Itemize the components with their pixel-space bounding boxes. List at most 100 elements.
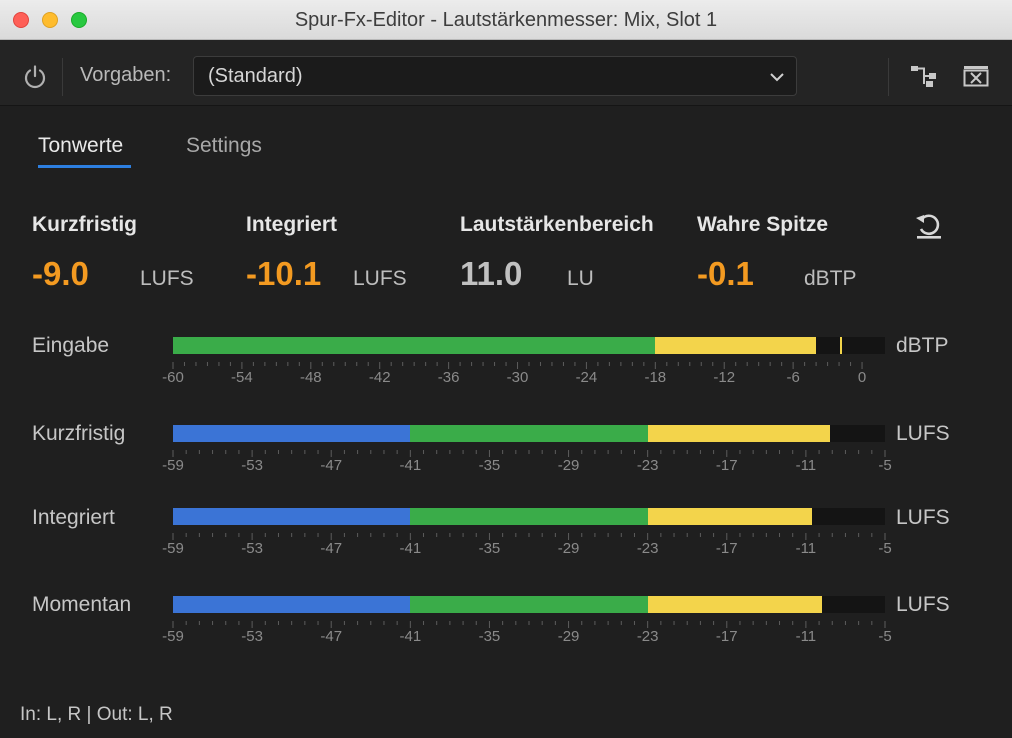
- toolbar-divider: [888, 58, 889, 96]
- meter-segment-green: [410, 508, 648, 525]
- scale-tick-label: -59: [162, 628, 184, 645]
- scale-tick-label: -36: [437, 369, 460, 386]
- power-icon[interactable]: [22, 64, 48, 90]
- scale-tick-label: -54: [231, 369, 253, 386]
- meter-label-input: Eingabe: [32, 334, 110, 357]
- scale-tick-label: -5: [878, 628, 892, 645]
- window-close-button[interactable]: [13, 12, 29, 28]
- scale-tick-label: -5: [878, 457, 892, 474]
- scale-tick-label: -23: [636, 540, 659, 557]
- scale-tick-label: -11: [795, 628, 817, 645]
- scale-tick-label: -41: [399, 540, 422, 557]
- meter-segment-blue: [173, 425, 411, 442]
- stat-label-short-term: Kurzfristig: [32, 213, 137, 236]
- meter-segment-yellow: [655, 337, 817, 354]
- meter-segment-yellow: [647, 425, 830, 442]
- scale-tick-label: -41: [399, 628, 422, 645]
- meter-segment-green: [410, 596, 648, 613]
- scale-tick-label: -35: [478, 628, 501, 645]
- scale-tick-label: -59: [162, 457, 184, 474]
- preset-value: (Standard): [208, 65, 303, 87]
- meter-track-momentary: [173, 596, 885, 613]
- scale-tick-label: -29: [557, 540, 580, 557]
- scale-tick-label: 0: [857, 369, 867, 386]
- scale-tick-label: -5: [878, 540, 892, 557]
- meter-segment-green: [173, 337, 656, 354]
- scale-tick-label: -48: [299, 369, 322, 386]
- stat-label-integrated: Integriert: [246, 213, 338, 236]
- meter-unit-momentary: LUFS: [896, 593, 950, 616]
- meter-tick-marks: [172, 362, 863, 369]
- stat-unit-true-peak: dBTP: [804, 267, 857, 290]
- stat-value-loudness-range: 11.0: [460, 255, 523, 292]
- presets-label: Vorgaben:: [80, 64, 172, 86]
- scale-tick-label: -47: [320, 628, 343, 645]
- meter-unit-short-term: LUFS: [896, 422, 950, 445]
- meter-segment-yellow: [647, 508, 813, 525]
- peak-hold-marker: [840, 337, 843, 354]
- io-status: In: L, R | Out: L, R: [20, 704, 173, 725]
- toolbar: Vorgaben: (Standard): [0, 40, 1012, 106]
- scale-tick-label: -18: [644, 369, 667, 386]
- window-maximize-button[interactable]: [71, 12, 87, 28]
- meter-track-short-term: [173, 425, 885, 442]
- reset-icon[interactable]: [913, 212, 945, 240]
- scale-tick-label: -60: [162, 369, 184, 386]
- meter-label-momentary: Momentan: [32, 593, 132, 616]
- stat-value-true-peak: -0.1: [697, 255, 754, 292]
- meter-tick-marks: [172, 621, 886, 628]
- chevron-down-icon: [770, 73, 784, 82]
- meter-unit-integrated: LUFS: [896, 506, 950, 529]
- scale-tick-label: -41: [399, 457, 422, 474]
- meter-label-short-term: Kurzfristig: [32, 422, 126, 445]
- meter-segment-green: [410, 425, 648, 442]
- scale-tick-label: -42: [368, 369, 391, 386]
- scale-tick-label: -59: [162, 540, 184, 557]
- scale-tick-label: -11: [795, 457, 817, 474]
- preset-dropdown[interactable]: (Standard): [193, 56, 797, 96]
- tab-settings[interactable]: Settings: [186, 134, 262, 157]
- tab-tonwerte[interactable]: Tonwerte: [38, 134, 124, 157]
- scale-tick-label: -47: [320, 457, 343, 474]
- scale-tick-label: -17: [715, 628, 738, 645]
- meter-track-input: [173, 337, 885, 354]
- toolbar-divider: [62, 58, 63, 96]
- scale-tick-label: -53: [241, 457, 263, 474]
- meter-tick-marks: [172, 450, 886, 457]
- meter-track-integrated: [173, 508, 885, 525]
- stat-label-loudness-range: Lautstärkenbereich: [460, 213, 654, 236]
- scale-tick-label: -24: [575, 369, 598, 386]
- scale-tick-label: -29: [557, 628, 580, 645]
- title-bar: Spur-Fx-Editor - Lautstärkenmesser: Mix,…: [0, 0, 1012, 40]
- scale-tick-label: -12: [713, 369, 736, 386]
- scale-tick-label: -47: [320, 540, 343, 557]
- routing-icon[interactable]: [910, 64, 938, 88]
- stat-label-true-peak: Wahre Spitze: [697, 213, 829, 236]
- meter-unit-input: dBTP: [896, 334, 949, 357]
- scale-tick-label: -29: [557, 457, 580, 474]
- scale-tick-label: -23: [636, 457, 659, 474]
- scale-tick-label: -53: [241, 540, 263, 557]
- meter-segment-yellow: [647, 596, 822, 613]
- scale-tick-label: -35: [478, 457, 501, 474]
- stat-value-short-term: -9.0: [32, 255, 89, 292]
- scale-tick-label: -11: [795, 540, 817, 557]
- meter-tick-marks: [172, 533, 886, 540]
- stat-unit-integrated: LUFS: [353, 267, 407, 290]
- close-panel-icon[interactable]: [962, 64, 990, 88]
- scale-tick-label: -30: [506, 369, 529, 386]
- window-title: Spur-Fx-Editor - Lautstärkenmesser: Mix,…: [294, 9, 718, 31]
- scale-tick-label: -17: [715, 457, 738, 474]
- stat-unit-short-term: LUFS: [140, 267, 194, 290]
- meter-segment-blue: [173, 596, 411, 613]
- scale-tick-label: -53: [241, 628, 263, 645]
- scale-tick-label: -17: [715, 540, 738, 557]
- stat-value-integrated: -10.1: [246, 255, 322, 292]
- window-minimize-button[interactable]: [42, 12, 58, 28]
- scale-tick-label: -6: [786, 369, 800, 386]
- scale-tick-label: -23: [636, 628, 659, 645]
- active-tab-indicator: [38, 165, 131, 168]
- meter-label-integrated: Integriert: [32, 506, 115, 529]
- stat-unit-loudness-range: LU: [567, 267, 594, 290]
- meter-segment-blue: [173, 508, 411, 525]
